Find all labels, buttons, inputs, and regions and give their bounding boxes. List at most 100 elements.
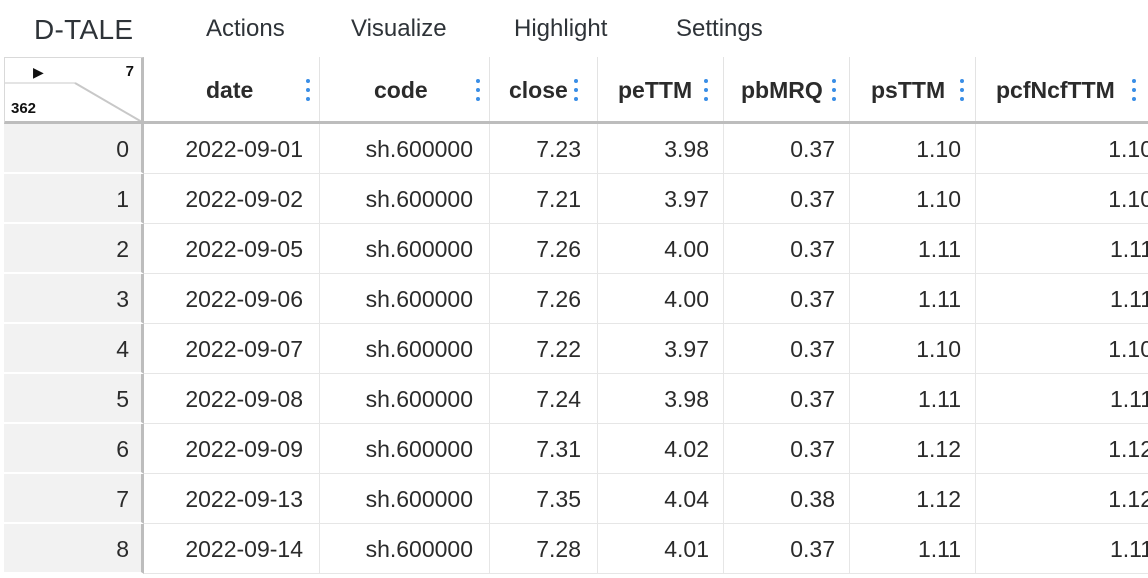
column-count: 7: [125, 63, 134, 80]
app-logo[interactable]: D-TALE: [34, 14, 134, 45]
cell-date[interactable]: 2022-09-09: [144, 424, 320, 474]
cell-pcfncfttm[interactable]: 1.10: [976, 124, 1148, 174]
cell-pettm[interactable]: 4.04: [598, 474, 724, 524]
cell-date[interactable]: 2022-09-02: [144, 174, 320, 224]
cell-pettm[interactable]: 3.98: [598, 374, 724, 424]
cell-close[interactable]: 7.28: [490, 524, 598, 574]
cell-code[interactable]: sh.600000: [320, 274, 490, 324]
play-triangle-icon[interactable]: ▶: [33, 64, 44, 80]
cell-psttm[interactable]: 1.11: [850, 374, 976, 424]
cell-code[interactable]: sh.600000: [320, 174, 490, 224]
cell-code[interactable]: sh.600000: [320, 374, 490, 424]
column-header-label: pcfNcfTTM: [996, 77, 1115, 103]
column-header-code[interactable]: code: [320, 57, 490, 121]
cell-psttm[interactable]: 1.10: [850, 124, 976, 174]
cell-pbmrq[interactable]: 0.37: [724, 424, 850, 474]
grid-body: 02022-09-01sh.6000007.233.980.371.101.10…: [4, 124, 1148, 574]
cell-close[interactable]: 7.31: [490, 424, 598, 474]
cell-pbmrq[interactable]: 0.37: [724, 324, 850, 374]
cell-code[interactable]: sh.600000: [320, 124, 490, 174]
cell-pbmrq[interactable]: 0.37: [724, 524, 850, 574]
cell-pcfncfttm[interactable]: 1.10: [976, 174, 1148, 224]
cell-psttm[interactable]: 1.10: [850, 174, 976, 224]
row-index: 2: [4, 224, 144, 274]
cell-close[interactable]: 7.26: [490, 274, 598, 324]
cell-psttm[interactable]: 1.12: [850, 474, 976, 524]
cell-psttm[interactable]: 1.12: [850, 424, 976, 474]
kebab-menu-icon[interactable]: [703, 79, 709, 105]
column-header-pettm[interactable]: peTTM: [598, 57, 724, 121]
cell-psttm[interactable]: 1.11: [850, 274, 976, 324]
cell-pettm[interactable]: 4.02: [598, 424, 724, 474]
cell-pbmrq[interactable]: 0.37: [724, 174, 850, 224]
cell-pbmrq[interactable]: 0.38: [724, 474, 850, 524]
cell-close[interactable]: 7.26: [490, 224, 598, 274]
cell-pcfncfttm[interactable]: 1.11: [976, 524, 1148, 574]
cell-close[interactable]: 7.24: [490, 374, 598, 424]
cell-date[interactable]: 2022-09-08: [144, 374, 320, 424]
menu-highlight[interactable]: Highlight: [514, 15, 608, 42]
cell-pbmrq[interactable]: 0.37: [724, 274, 850, 324]
column-header-psttm[interactable]: psTTM: [850, 57, 976, 121]
cell-pcfncfttm[interactable]: 1.12: [976, 424, 1148, 474]
cell-code[interactable]: sh.600000: [320, 424, 490, 474]
cell-close[interactable]: 7.22: [490, 324, 598, 374]
cell-psttm[interactable]: 1.10: [850, 324, 976, 374]
cell-date[interactable]: 2022-09-13: [144, 474, 320, 524]
kebab-menu-icon[interactable]: [475, 79, 481, 105]
cell-close[interactable]: 7.23: [490, 124, 598, 174]
column-header-label: pbMRQ: [741, 77, 823, 103]
cell-pcfncfttm[interactable]: 1.11: [976, 274, 1148, 324]
kebab-menu-icon[interactable]: [1131, 79, 1137, 105]
cell-pettm[interactable]: 3.97: [598, 174, 724, 224]
row-index: 0: [4, 124, 144, 174]
cell-pettm[interactable]: 3.97: [598, 324, 724, 374]
cell-close[interactable]: 7.21: [490, 174, 598, 224]
menu-visualize[interactable]: Visualize: [351, 15, 447, 42]
cell-psttm[interactable]: 1.11: [850, 524, 976, 574]
kebab-menu-icon[interactable]: [959, 79, 965, 105]
cell-pettm[interactable]: 4.01: [598, 524, 724, 574]
cell-code[interactable]: sh.600000: [320, 224, 490, 274]
menu-actions[interactable]: Actions: [206, 15, 285, 42]
cell-code[interactable]: sh.600000: [320, 524, 490, 574]
cell-pettm[interactable]: 3.98: [598, 124, 724, 174]
kebab-menu-icon[interactable]: [573, 79, 579, 105]
cell-pbmrq[interactable]: 0.37: [724, 224, 850, 274]
cell-pcfncfttm[interactable]: 1.10: [976, 324, 1148, 374]
menu-settings[interactable]: Settings: [676, 15, 763, 42]
cell-pettm[interactable]: 4.00: [598, 224, 724, 274]
column-header-date[interactable]: date: [144, 57, 320, 121]
cell-pcfncfttm[interactable]: 1.11: [976, 374, 1148, 424]
kebab-menu-icon[interactable]: [305, 79, 311, 105]
cell-pettm[interactable]: 4.00: [598, 274, 724, 324]
cell-psttm[interactable]: 1.11: [850, 224, 976, 274]
cell-date[interactable]: 2022-09-05: [144, 224, 320, 274]
cell-date[interactable]: 2022-09-01: [144, 124, 320, 174]
cell-pbmrq[interactable]: 0.37: [724, 124, 850, 174]
cell-close[interactable]: 7.35: [490, 474, 598, 524]
cell-date[interactable]: 2022-09-07: [144, 324, 320, 374]
cell-date[interactable]: 2022-09-14: [144, 524, 320, 574]
cell-code[interactable]: sh.600000: [320, 474, 490, 524]
cell-code[interactable]: sh.600000: [320, 324, 490, 374]
cell-pcfncfttm[interactable]: 1.12: [976, 474, 1148, 524]
column-header-close[interactable]: close: [490, 57, 598, 121]
column-header-pcfncfttm[interactable]: pcfNcfTTM: [976, 57, 1148, 121]
cell-pbmrq[interactable]: 0.37: [724, 374, 850, 424]
cell-date[interactable]: 2022-09-06: [144, 274, 320, 324]
column-header-row: date code close peTTM pbMRQ psTTM pcfNcfTTM: [144, 57, 1148, 124]
cell-pcfncfttm[interactable]: 1.11: [976, 224, 1148, 274]
data-grid: ▶ 7 362 date code close peTTM pbMRQ psTTM pcfN…: [0, 57, 1148, 578]
kebab-menu-icon[interactable]: [831, 79, 837, 105]
column-header-pbmrq[interactable]: pbMRQ: [724, 57, 850, 121]
